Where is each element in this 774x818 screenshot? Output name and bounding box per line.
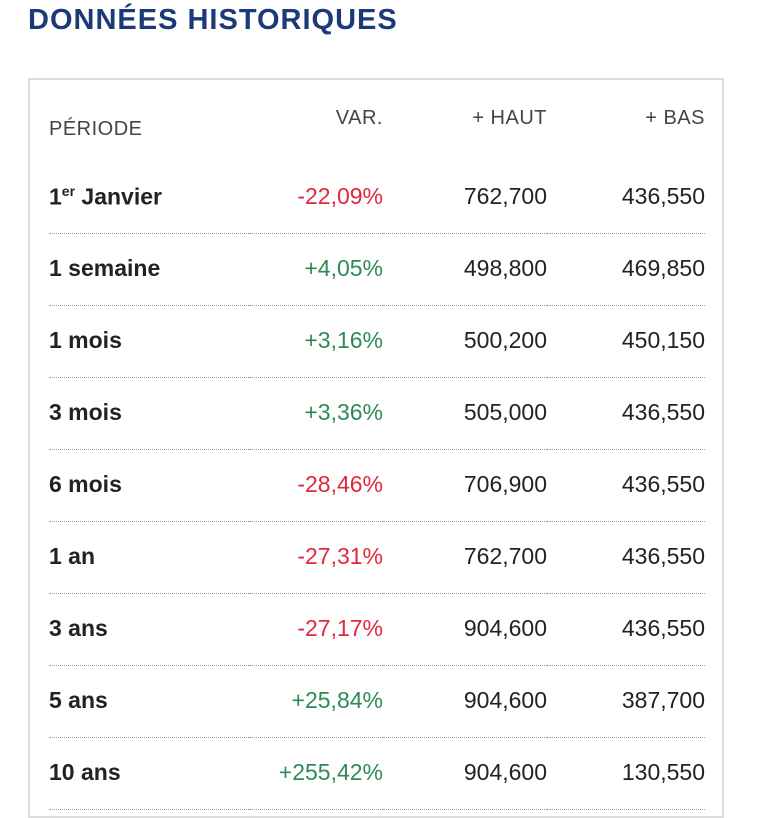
table-row: 5 ans +25,84% 904,600 387,700 [49,665,705,738]
cell-variation: -27,31% [249,521,383,594]
cell-period: 3 mois [49,377,249,450]
header-high: + HAUT [472,106,547,129]
table-row: 10 ans +255,42% 904,600 130,550 [49,737,705,810]
cell-low: 450,150 [547,305,705,378]
cell-high: 505,000 [383,377,547,450]
cell-low: 436,550 [547,162,705,234]
historical-data-table: PÉRIODE VAR. + HAUT + BAS 1er Janvier -22… [49,80,705,810]
cell-variation: +255,42% [249,737,383,810]
cell-high: 762,700 [383,162,547,234]
header-variation: VAR. [335,106,383,129]
cell-variation: -28,46% [249,449,383,522]
cell-period: 5 ans [49,665,249,738]
cell-variation: +25,84% [249,665,383,738]
cell-variation: -22,09% [249,162,383,234]
page-title: DONNÉES HISTORIQUES [28,4,398,36]
period-text: 1 [49,183,62,210]
table-row: 1 mois +3,16% 500,200 450,150 [49,305,705,378]
table-row: 1er Janvier -22,09% 762,700 436,550 [49,162,705,234]
cell-period: 1 an [49,521,249,594]
cell-low: 387,700 [547,665,705,738]
cell-period: 1 mois [49,305,249,378]
cell-high: 706,900 [383,449,547,522]
cell-high: 498,800 [383,233,547,306]
cell-variation: +3,36% [249,377,383,450]
cell-high: 904,600 [383,737,547,810]
cell-low: 469,850 [547,233,705,306]
cell-high: 762,700 [383,521,547,594]
cell-low: 436,550 [547,449,705,522]
table-row: 1 semaine +4,05% 498,800 469,850 [49,233,705,306]
cell-period: 3 ans [49,593,249,666]
header-low: + BAS [645,106,705,129]
period-superscript: er [61,182,76,199]
cell-low: 436,550 [547,593,705,666]
cell-variation: -27,17% [249,593,383,666]
cell-low: 436,550 [547,377,705,450]
cell-low: 436,550 [547,521,705,594]
cell-high: 904,600 [383,593,547,666]
cell-variation: +4,05% [249,233,383,306]
table-header-row: PÉRIODE VAR. + HAUT + BAS [49,80,705,162]
cell-high: 500,200 [383,305,547,378]
period-text-rest: Janvier [75,183,162,210]
table-row: 1 an -27,31% 762,700 436,550 [49,521,705,594]
table-row: 6 mois -28,46% 706,900 436,550 [49,449,705,522]
table-row: 3 mois +3,36% 505,000 436,550 [49,377,705,450]
cell-variation: +3,16% [249,305,383,378]
header-period: PÉRIODE [49,117,143,140]
cell-low: 130,550 [547,737,705,810]
table-row: 3 ans -27,17% 904,600 436,550 [49,593,705,666]
cell-period: 1 semaine [49,233,249,306]
cell-period: 6 mois [49,449,249,522]
cell-high: 904,600 [383,665,547,738]
cell-period: 1er Janvier [49,162,249,234]
cell-period: 10 ans [49,737,249,810]
historical-data-panel: PÉRIODE VAR. + HAUT + BAS 1er Janvier -22… [28,78,724,818]
